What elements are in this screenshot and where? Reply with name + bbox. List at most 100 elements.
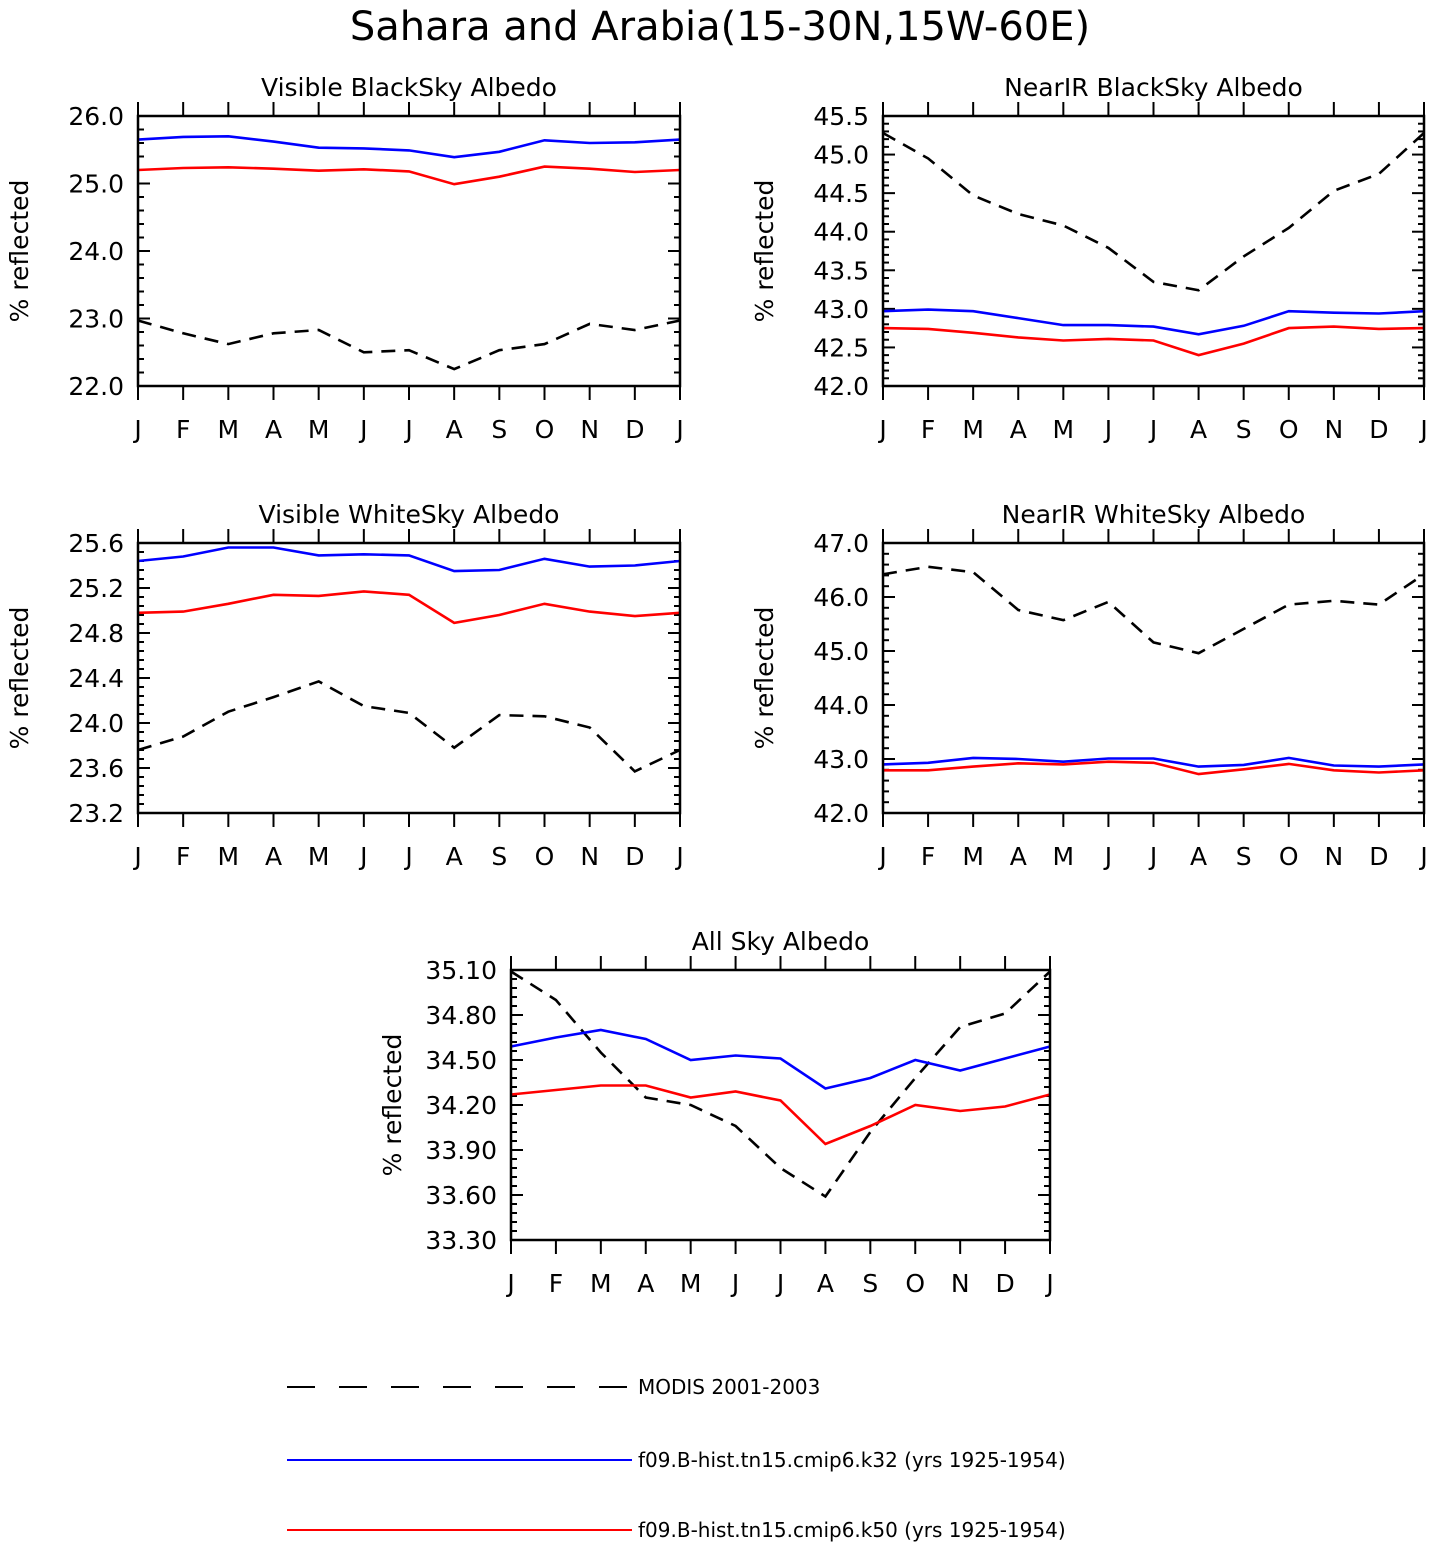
- x-tick-label: F: [549, 1269, 563, 1298]
- legend-label: f09.B-hist.tn15.cmip6.k50 (yrs 1925-1954…: [638, 1518, 1066, 1542]
- panel-all-sky-albedo: All Sky Albedo % reflected 33.30 33.60 33.90…: [378, 927, 1054, 1298]
- y-tick-label: 43.0: [813, 745, 869, 774]
- x-tick-label: M: [590, 1269, 612, 1298]
- y-tick-label: 23.6: [68, 754, 124, 783]
- y-tick-label: 45.0: [813, 637, 869, 666]
- panel-title: NearIR WhiteSky Albedo: [1002, 500, 1306, 529]
- x-tick-label: M: [308, 842, 330, 871]
- x-tick-label: A: [265, 415, 282, 444]
- x-tick-label: N: [1324, 842, 1343, 871]
- x-tick-label: F: [176, 415, 190, 444]
- y-tick-label: 44.0: [813, 218, 869, 247]
- x-tick-label: F: [921, 842, 935, 871]
- x-tick-label: A: [637, 1269, 654, 1298]
- y-tick-label: 46.0: [813, 583, 869, 612]
- x-tick-label: J: [1103, 842, 1112, 871]
- x-tick-label: F: [921, 415, 935, 444]
- x-tick-label: J: [877, 842, 886, 871]
- x-tick-label: J: [674, 415, 683, 444]
- y-tick-label: 25.6: [68, 529, 124, 558]
- y-tick-label: 45.0: [813, 141, 869, 170]
- x-tick-label: N: [580, 842, 599, 871]
- series-line-1: [137, 546, 681, 573]
- y-tick-label: 35.10: [425, 956, 497, 985]
- x-tick-label: A: [1010, 415, 1027, 444]
- series-line-0: [510, 970, 1051, 1199]
- panel-visible-blacksky-albedo: Visible BlackSky Albedo % reflected 22.0 23…: [5, 73, 684, 444]
- panel-title: Visible BlackSky Albedo: [261, 73, 557, 102]
- x-tick-label: J: [1044, 1269, 1053, 1298]
- series-line-2: [510, 1084, 1051, 1146]
- y-tick-label: 42.0: [813, 372, 869, 401]
- plot-frame: [136, 541, 682, 815]
- x-tick-label: A: [1010, 842, 1027, 871]
- y-tick-label: 42.0: [813, 799, 869, 828]
- x-tick-label: N: [1324, 415, 1343, 444]
- legend-item: f09.B-hist.tn15.cmip6.k50 (yrs 1925-1954…: [287, 1518, 1066, 1542]
- figure-title: Sahara and Arabia(15-30N,15W-60E): [350, 4, 1090, 50]
- y-axis-label: % reflected: [378, 1034, 407, 1177]
- y-tick-label: 33.30: [425, 1226, 497, 1255]
- y-tick-label: 33.90: [425, 1136, 497, 1165]
- legend: MODIS 2001-2003 f09.B-hist.tn15.cmip6.k32…: [287, 1375, 1066, 1542]
- y-tick-label: 47.0: [813, 529, 869, 558]
- x-tick-label: J: [505, 1269, 514, 1298]
- x-tick-label: F: [176, 842, 190, 871]
- x-tick-label: D: [625, 415, 644, 444]
- panel-nearir-blacksky-albedo: NearIR BlackSky Albedo % reflected 42.0 42.…: [750, 73, 1428, 444]
- x-tick-label: N: [580, 415, 599, 444]
- x-tick-label: J: [674, 842, 683, 871]
- x-tick-label: J: [1418, 842, 1427, 871]
- x-tick-label: S: [862, 1269, 878, 1298]
- x-tick-label: M: [1053, 415, 1075, 444]
- series-line-2: [883, 760, 1425, 776]
- legend-label: f09.B-hist.tn15.cmip6.k32 (yrs 1925-1954…: [638, 1448, 1066, 1472]
- panel-visible-whitesky-albedo: Visible WhiteSky Albedo % reflected 23.2 23…: [5, 500, 684, 871]
- y-tick-label: 24.0: [68, 709, 124, 738]
- x-tick-label: M: [962, 415, 984, 444]
- y-axis-label: % reflected: [750, 607, 779, 750]
- x-tick-label: M: [308, 415, 330, 444]
- x-tick-label: S: [491, 415, 507, 444]
- x-tick-label: A: [446, 415, 463, 444]
- series-line-1: [137, 134, 681, 159]
- x-tick-label: J: [730, 1269, 739, 1298]
- legend-item: f09.B-hist.tn15.cmip6.k32 (yrs 1925-1954…: [287, 1448, 1066, 1472]
- x-tick-label: S: [491, 842, 507, 871]
- y-axis-label: % reflected: [750, 180, 779, 323]
- series-line-2: [137, 590, 681, 625]
- x-tick-label: O: [905, 1269, 925, 1298]
- x-tick-label: J: [403, 415, 412, 444]
- y-tick-label: 23.2: [68, 799, 124, 828]
- x-tick-label: M: [218, 842, 240, 871]
- x-tick-label: M: [218, 415, 240, 444]
- x-tick-label: D: [1369, 415, 1388, 444]
- x-tick-label: S: [1236, 415, 1252, 444]
- y-tick-label: 44.0: [813, 691, 869, 720]
- x-tick-label: M: [1053, 842, 1075, 871]
- x-tick-label: A: [817, 1269, 834, 1298]
- x-tick-label: A: [265, 842, 282, 871]
- y-tick-label: 34.50: [425, 1046, 497, 1075]
- x-tick-label: J: [358, 842, 367, 871]
- x-tick-label: S: [1236, 842, 1252, 871]
- x-tick-label: J: [132, 842, 141, 871]
- panel-title: NearIR BlackSky Albedo: [1004, 73, 1303, 102]
- x-tick-label: J: [1148, 415, 1157, 444]
- legend-item: MODIS 2001-2003: [287, 1375, 820, 1399]
- x-tick-label: J: [877, 415, 886, 444]
- x-tick-label: J: [358, 415, 367, 444]
- x-tick-label: D: [625, 842, 644, 871]
- series-line-0: [882, 565, 1425, 655]
- plot-frame: [881, 541, 1426, 815]
- x-tick-label: O: [535, 415, 555, 444]
- x-tick-label: O: [1279, 842, 1299, 871]
- y-tick-label: 26.0: [68, 102, 124, 131]
- series-line-1: [510, 1028, 1051, 1090]
- plot-frame: [509, 968, 1052, 1242]
- y-tick-label: 43.0: [813, 295, 869, 324]
- panel-title: All Sky Albedo: [692, 927, 870, 956]
- x-tick-label: J: [1148, 842, 1157, 871]
- y-tick-label: 34.20: [425, 1091, 497, 1120]
- x-tick-label: M: [962, 842, 984, 871]
